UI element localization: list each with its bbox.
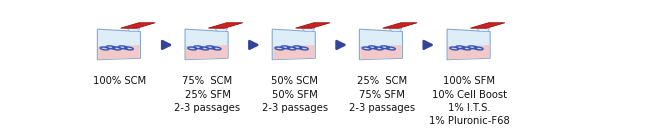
Ellipse shape xyxy=(469,46,476,49)
Ellipse shape xyxy=(275,47,283,50)
Ellipse shape xyxy=(375,47,383,50)
Text: 75% SFM: 75% SFM xyxy=(359,90,405,100)
Polygon shape xyxy=(185,29,228,60)
Ellipse shape xyxy=(201,47,208,50)
Text: 25% SFM: 25% SFM xyxy=(184,90,230,100)
Polygon shape xyxy=(389,28,402,32)
Ellipse shape xyxy=(213,47,220,50)
Polygon shape xyxy=(301,28,315,32)
Text: 100% SCM: 100% SCM xyxy=(94,76,146,87)
Ellipse shape xyxy=(462,47,470,50)
Polygon shape xyxy=(186,45,227,59)
Ellipse shape xyxy=(207,46,215,49)
Ellipse shape xyxy=(363,47,370,50)
Text: 25%  SCM: 25% SCM xyxy=(356,76,407,87)
Polygon shape xyxy=(447,29,490,60)
Polygon shape xyxy=(98,45,139,59)
Text: 50% SFM: 50% SFM xyxy=(272,90,317,100)
Ellipse shape xyxy=(369,46,377,49)
Text: 1% I.T.S.: 1% I.T.S. xyxy=(448,103,490,113)
Ellipse shape xyxy=(194,46,202,49)
Text: 10% Cell Boost: 10% Cell Boost xyxy=(432,90,507,100)
Polygon shape xyxy=(121,23,155,28)
Ellipse shape xyxy=(113,47,120,50)
Ellipse shape xyxy=(300,47,307,50)
Polygon shape xyxy=(296,23,330,28)
Text: 50% SCM: 50% SCM xyxy=(271,76,318,87)
Text: 1% Pluronic-F68: 1% Pluronic-F68 xyxy=(429,116,510,126)
Text: 75%  SCM: 75% SCM xyxy=(182,76,233,87)
Polygon shape xyxy=(383,23,417,28)
Ellipse shape xyxy=(282,46,289,49)
Polygon shape xyxy=(273,45,315,59)
Ellipse shape xyxy=(288,47,296,50)
Polygon shape xyxy=(272,29,315,60)
Polygon shape xyxy=(448,45,489,59)
Ellipse shape xyxy=(381,46,388,49)
Polygon shape xyxy=(470,23,505,28)
Ellipse shape xyxy=(107,46,114,49)
Polygon shape xyxy=(127,28,140,32)
Polygon shape xyxy=(97,29,141,60)
Text: 100% SFM: 100% SFM xyxy=(443,76,496,87)
Text: 2-3 passages: 2-3 passages xyxy=(262,103,328,113)
Polygon shape xyxy=(360,45,402,59)
Polygon shape xyxy=(215,28,228,32)
Ellipse shape xyxy=(188,47,196,50)
Polygon shape xyxy=(209,23,243,28)
Text: 2-3 passages: 2-3 passages xyxy=(175,103,241,113)
Ellipse shape xyxy=(294,46,301,49)
Polygon shape xyxy=(477,28,490,32)
Ellipse shape xyxy=(451,47,458,50)
Polygon shape xyxy=(360,29,402,60)
Ellipse shape xyxy=(119,46,127,49)
Ellipse shape xyxy=(456,46,464,49)
Ellipse shape xyxy=(387,47,395,50)
Text: 2-3 passages: 2-3 passages xyxy=(349,103,415,113)
Ellipse shape xyxy=(475,47,483,50)
Ellipse shape xyxy=(125,47,133,50)
Ellipse shape xyxy=(101,47,109,50)
